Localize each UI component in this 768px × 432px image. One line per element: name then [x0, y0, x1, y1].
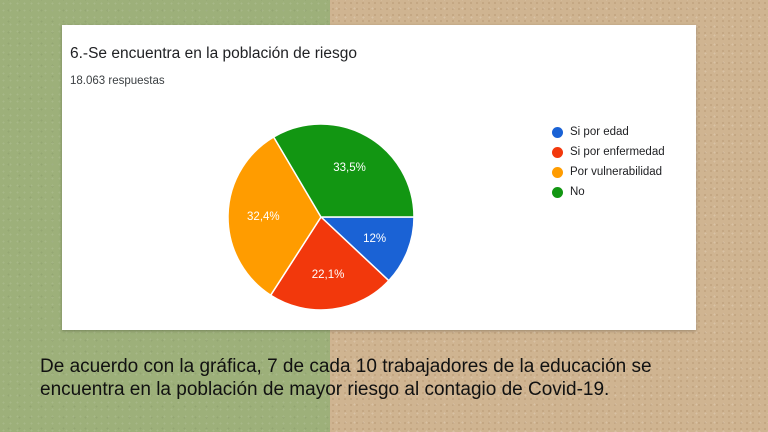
legend-swatch [552, 146, 563, 158]
pie-data-label: 22,1% [312, 269, 345, 281]
legend-label: Si por enfermedad [570, 146, 665, 158]
chart-title: 6.-Se encuentra en la población de riesg… [70, 45, 357, 62]
pie-slice-si-por-edad [319, 216, 415, 282]
legend-swatch [552, 126, 563, 138]
pie-slice-si-por-enfermedad [269, 215, 390, 311]
legend-item[interactable]: Por vulnerabilidad [552, 162, 665, 182]
caption-line-2: encuentra en la población de mayor riesg… [40, 379, 610, 400]
legend-item[interactable]: Si por enfermedad [552, 142, 665, 162]
pie-data-label: 33,5% [333, 162, 366, 174]
pie-data-label: 32,4% [247, 211, 280, 223]
chart-card: 6.-Se encuentra en la población de riesg… [62, 25, 696, 330]
pie-slice-no [272, 123, 415, 218]
legend-swatch [552, 186, 563, 198]
legend-label: No [570, 186, 585, 198]
legend-item[interactable]: No [552, 182, 665, 202]
slide-caption: De acuerdo con la gráfica, 7 de cada 10 … [40, 355, 760, 401]
legend-swatch [552, 166, 563, 178]
pie-data-label: 12% [363, 233, 386, 245]
legend-item[interactable]: Si por edad [552, 122, 665, 142]
legend-label: Por vulnerabilidad [570, 166, 663, 178]
pie-chart: 12% 22,1% 32,4% 33,5% [227, 123, 415, 311]
caption-line-1: De acuerdo con la gráfica, 7 de cada 10 … [40, 356, 652, 377]
legend-label: Si por edad [570, 126, 629, 138]
chart-legend: Si por edad Si por enfermedad Por vulnerab… [552, 122, 665, 202]
chart-subtitle: 18.063 respuestas [70, 75, 165, 87]
pie-slice-por-vulnerabilidad [227, 135, 322, 297]
